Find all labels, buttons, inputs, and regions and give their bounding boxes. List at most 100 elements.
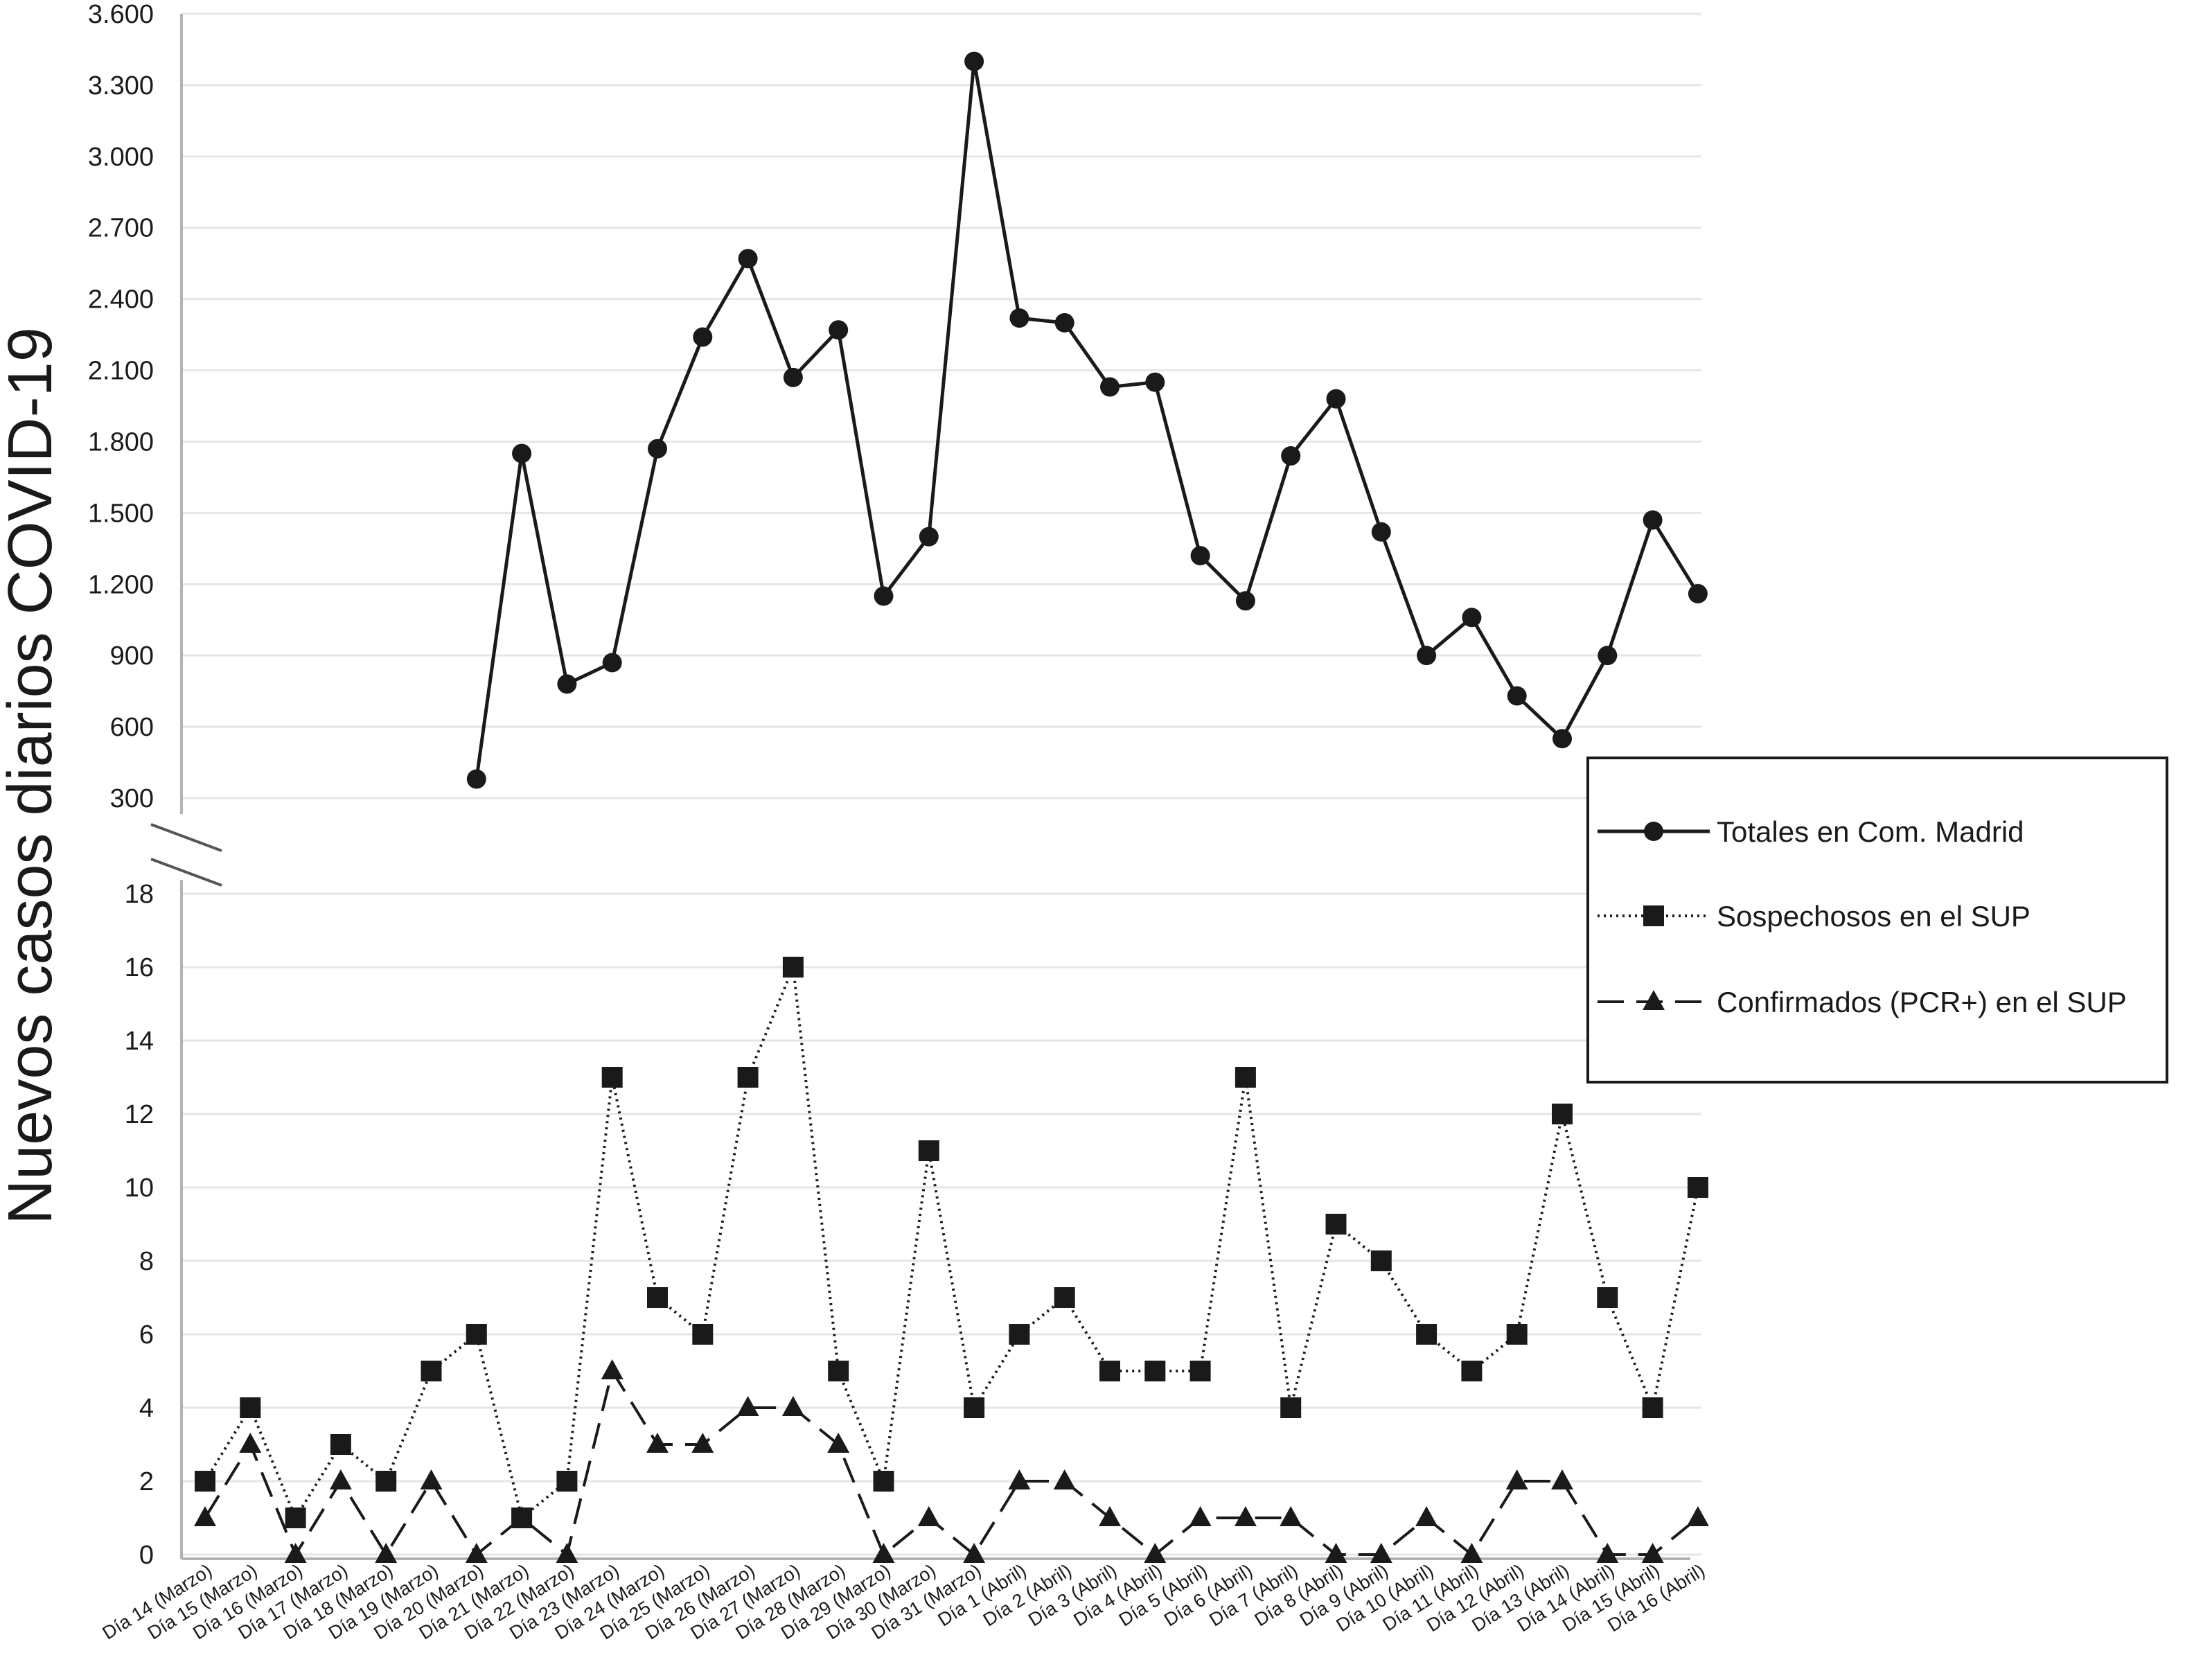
y-tick-label: 12 <box>125 1100 154 1129</box>
legend: Totales en Com. Madrid Sospechosos en el … <box>1586 757 2168 1084</box>
point-circle <box>466 769 486 789</box>
y-axis-label: Nuevos casos diarios COVID-19 <box>0 327 65 1225</box>
point-square <box>330 1434 351 1455</box>
y-tick-label: 1.200 <box>88 570 154 599</box>
point-triangle <box>1415 1506 1438 1526</box>
point-circle <box>1235 591 1255 611</box>
point-triangle <box>239 1433 262 1453</box>
point-circle <box>1100 377 1120 397</box>
point-circle <box>1371 522 1391 542</box>
point-triangle <box>601 1359 623 1379</box>
point-triangle <box>1053 1469 1076 1489</box>
point-circle <box>874 586 894 606</box>
point-triangle <box>511 1506 533 1526</box>
point-triangle <box>1686 1506 1709 1526</box>
point-square <box>1099 1361 1120 1381</box>
legend-box <box>1586 757 2168 1084</box>
point-triangle <box>465 1543 488 1563</box>
point-triangle <box>1641 1543 1664 1563</box>
point-circle <box>1598 646 1618 666</box>
series-square <box>195 957 1708 1528</box>
y-tick-label: 1.500 <box>88 499 154 528</box>
point-circle <box>1145 372 1165 392</box>
point-triangle <box>194 1506 216 1526</box>
point-circle <box>964 51 984 71</box>
point-triangle <box>1370 1543 1392 1563</box>
axis-break-mark <box>150 823 222 852</box>
point-circle <box>919 527 939 547</box>
point-triangle <box>736 1396 759 1416</box>
y-tick-labels: 300 600 900 1.200 1.500 1.800 2.100 2.400 2.700 3… <box>88 0 154 1570</box>
point-square <box>1597 1287 1618 1308</box>
point-triangle <box>646 1433 669 1453</box>
point-circle <box>1507 686 1527 706</box>
point-triangle <box>1099 1506 1121 1526</box>
y-tick-label: 3.600 <box>88 0 154 29</box>
point-circle <box>1009 308 1029 328</box>
point-triangle <box>1144 1543 1167 1563</box>
point-square <box>375 1471 397 1492</box>
y-tick-label: 16 <box>125 953 154 982</box>
point-triangle <box>827 1433 850 1453</box>
series-line <box>204 1370 1699 1556</box>
point-square <box>556 1471 578 1492</box>
point-triangle <box>284 1543 307 1563</box>
point-triangle <box>556 1543 578 1563</box>
y-tick-label: 0 <box>139 1541 154 1570</box>
point-square <box>195 1471 215 1492</box>
legend-entry-label: Sospechosos en el SUP <box>1717 900 2031 932</box>
point-triangle <box>1460 1543 1483 1563</box>
series-layer <box>194 51 1709 1563</box>
gridlines <box>182 12 1701 1556</box>
point-triangle <box>1325 1543 1347 1563</box>
point-circle <box>738 249 758 269</box>
y-tick-label: 8 <box>139 1247 154 1276</box>
point-triangle <box>917 1506 940 1526</box>
point-triangle <box>1596 1543 1619 1563</box>
point-circle <box>1326 389 1346 409</box>
x-tick-labels: Día 14 (Marzo)Día 15 (Marzo)Día 16 (Marz… <box>99 1560 1708 1644</box>
point-circle <box>602 653 622 673</box>
y-tick-label: 6 <box>139 1320 154 1350</box>
y-tick-label: 3.000 <box>88 143 154 172</box>
point-circle <box>1462 608 1482 628</box>
point-triangle <box>1008 1469 1031 1489</box>
point-square <box>1506 1324 1528 1345</box>
point-circle <box>783 367 803 387</box>
legend-entry-label: Totales en Com. Madrid <box>1717 815 2024 848</box>
point-square <box>240 1397 261 1418</box>
point-circle <box>512 443 532 463</box>
point-circle <box>648 439 667 459</box>
point-square <box>1325 1214 1347 1235</box>
point-triangle <box>963 1543 986 1563</box>
point-circle <box>829 320 849 340</box>
point-circle <box>1281 446 1301 466</box>
y-tick-label: 300 <box>110 784 154 813</box>
point-triangle <box>1280 1506 1302 1526</box>
point-square <box>782 957 804 978</box>
point-triangle <box>1234 1506 1257 1526</box>
point-square <box>1461 1361 1483 1381</box>
point-square <box>1054 1287 1075 1308</box>
point-square <box>1687 1177 1708 1198</box>
y-tick-label: 2 <box>139 1467 154 1496</box>
point-square <box>828 1361 849 1381</box>
point-circle <box>1417 646 1437 666</box>
y-tick-label: 900 <box>110 642 154 671</box>
point-square <box>1235 1067 1256 1088</box>
series-triangle <box>194 1359 1709 1563</box>
point-triangle <box>781 1396 804 1416</box>
point-square <box>1009 1324 1030 1345</box>
point-triangle <box>872 1543 895 1563</box>
y-tick-label: 2.700 <box>88 214 154 243</box>
point-triangle <box>1505 1469 1528 1489</box>
y-tick-label: 10 <box>125 1174 154 1203</box>
point-triangle <box>329 1469 352 1489</box>
point-square <box>918 1140 939 1161</box>
point-square <box>692 1324 714 1345</box>
y-tick-label: 2.400 <box>88 285 154 315</box>
point-triangle <box>375 1543 398 1563</box>
point-circle <box>1643 510 1663 530</box>
point-circle <box>1054 312 1074 333</box>
